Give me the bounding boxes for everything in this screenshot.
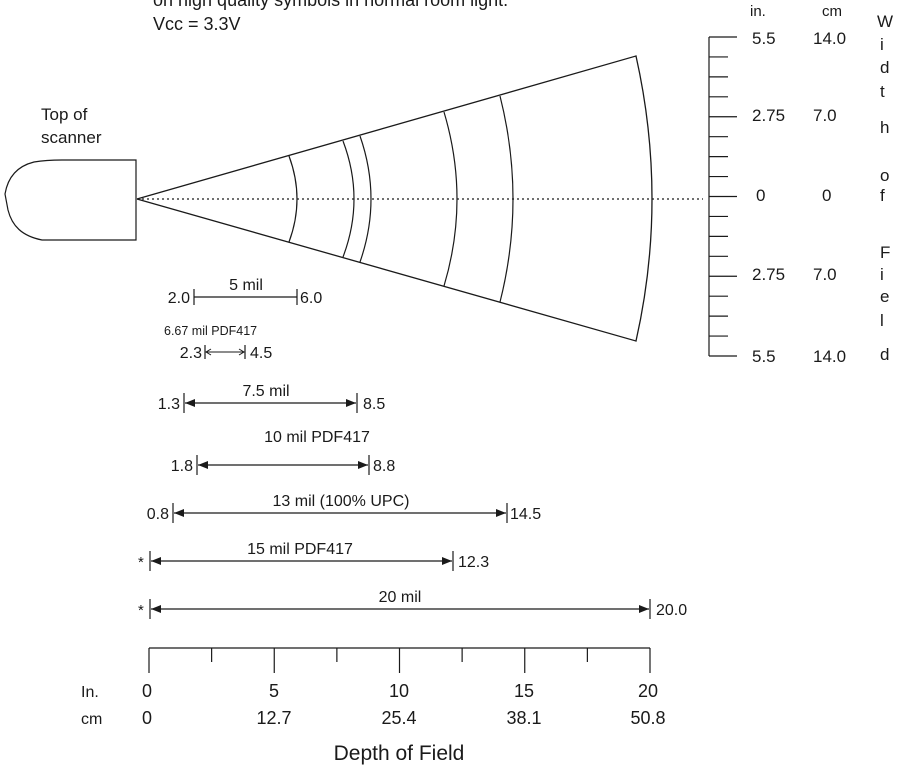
range-near-arrow bbox=[198, 461, 208, 469]
width-label-cm-5: 14.0 bbox=[813, 347, 846, 366]
depth-tick-label-in-20: 20 bbox=[638, 681, 658, 701]
width-unit-in: in. bbox=[750, 3, 766, 20]
scanner-label-line2: scanner bbox=[41, 128, 102, 147]
width-title-letter-14: d bbox=[880, 345, 889, 364]
width-title-letter-11: i bbox=[880, 265, 884, 284]
header-note-line1: on high quality symbols in normal room l… bbox=[153, 0, 508, 10]
range-15-mil-pdf417: 15 mil PDF417 * 12.3 bbox=[138, 541, 489, 571]
range-far-value: 6.0 bbox=[300, 290, 322, 307]
range-near-value: * bbox=[138, 554, 144, 571]
range-far-value: 8.5 bbox=[363, 396, 385, 413]
scanner-label-line1: Top of bbox=[41, 105, 88, 124]
range-near-arrow bbox=[185, 399, 195, 407]
range-near-arrow bbox=[205, 348, 212, 356]
range-label: 20 mil bbox=[379, 589, 422, 606]
range-far-value: 12.3 bbox=[458, 554, 489, 571]
depth-tick-label-cm-20: 50.8 bbox=[630, 708, 665, 728]
scanner-outline bbox=[4, 159, 137, 241]
field-arc-2 bbox=[342, 140, 355, 258]
field-arc-1 bbox=[288, 155, 298, 243]
depth-axis-ticks bbox=[148, 648, 651, 673]
width-title-letter-7: o bbox=[880, 166, 889, 185]
range-near-value: 0.8 bbox=[147, 506, 169, 523]
width-scale-ticks bbox=[709, 36, 737, 357]
range-far-arrow bbox=[358, 461, 368, 469]
width-label-in-2: 2.75 bbox=[752, 106, 785, 125]
width-title-letter-2: i bbox=[880, 35, 884, 54]
range-near-value: 1.3 bbox=[158, 396, 180, 413]
range-label: 10 mil PDF417 bbox=[264, 429, 370, 446]
range-label: 15 mil PDF417 bbox=[247, 541, 353, 558]
range-far-arrow bbox=[442, 557, 452, 565]
depth-axis: In. cm 0 0 5 12.7 10 25.4 15 38.1 20 50.… bbox=[81, 647, 666, 765]
depth-tick-label-in-15: 15 bbox=[514, 681, 534, 701]
range-label: 5 mil bbox=[229, 277, 263, 294]
depth-tick-label-cm-10: 25.4 bbox=[381, 708, 416, 728]
range-6-67-mil-pdf417: 6.67 mil PDF417 2.3 4.5 bbox=[164, 324, 272, 362]
range-label: 13 mil (100% UPC) bbox=[273, 493, 410, 510]
range-13-mil-100-upc: 13 mil (100% UPC) 0.8 14.5 bbox=[147, 493, 541, 523]
range-near-arrow bbox=[151, 557, 161, 565]
width-title-letter-10: F bbox=[880, 243, 890, 262]
field-arc-4 bbox=[443, 111, 458, 287]
width-label-in-4: 2.75 bbox=[752, 265, 785, 284]
width-title-letter-8: f bbox=[880, 186, 885, 205]
depth-row-label-in: In. bbox=[81, 684, 99, 701]
range-far-arrow bbox=[238, 348, 245, 356]
range-near-value: 1.8 bbox=[171, 458, 193, 475]
depth-tick-label-in-10: 10 bbox=[389, 681, 409, 701]
range-far-arrow bbox=[496, 509, 506, 517]
range-near-value: * bbox=[138, 602, 144, 619]
range-far-value: 8.8 bbox=[373, 458, 395, 475]
width-label-in-5: 5.5 bbox=[752, 347, 776, 366]
depth-tick-label-in-0: 0 bbox=[142, 681, 152, 701]
width-label-in-1: 5.5 bbox=[752, 29, 776, 48]
range-near-arrow bbox=[174, 509, 184, 517]
width-title-letter-4: t bbox=[880, 82, 885, 101]
width-title-letter-1: W bbox=[877, 12, 893, 31]
depth-axis-title: Depth of Field bbox=[334, 742, 465, 765]
field-arc-5 bbox=[499, 95, 514, 303]
width-title-letter-13: l bbox=[880, 311, 884, 330]
scan-cone bbox=[136, 55, 653, 342]
range-label: 6.67 mil PDF417 bbox=[164, 324, 257, 338]
range-far-value: 20.0 bbox=[656, 602, 687, 619]
header-note-line2: Vcc = 3.3V bbox=[153, 14, 241, 34]
depth-tick-label-cm-5: 12.7 bbox=[256, 708, 291, 728]
range-near-value: 2.3 bbox=[180, 345, 202, 362]
depth-tick-label-in-5: 5 bbox=[269, 681, 279, 701]
width-title-letter-12: e bbox=[880, 287, 889, 306]
width-label-cm-2: 7.0 bbox=[813, 106, 837, 125]
width-unit-cm: cm bbox=[822, 3, 842, 20]
range-5-mil: 5 mil 2.0 6.0 bbox=[168, 277, 323, 307]
range-near-arrow bbox=[151, 605, 161, 613]
range-far-arrow bbox=[639, 605, 649, 613]
depth-tick-label-cm-15: 38.1 bbox=[506, 708, 541, 728]
range-10-mil-pdf417: 10 mil PDF417 1.8 8.8 bbox=[171, 429, 395, 475]
range-20-mil: 20 mil * 20.0 bbox=[138, 589, 687, 619]
width-label-cm-4: 7.0 bbox=[813, 265, 837, 284]
range-far-value: 4.5 bbox=[250, 345, 272, 362]
depth-tick-label-cm-0: 0 bbox=[142, 708, 152, 728]
range-7-5-mil: 7.5 mil 1.3 8.5 bbox=[158, 383, 385, 413]
width-title-letter-3: d bbox=[880, 58, 889, 77]
range-far-value: 14.5 bbox=[510, 506, 541, 523]
width-label-in-3: 0 bbox=[756, 186, 765, 205]
width-label-cm-1: 14.0 bbox=[813, 29, 846, 48]
width-title-letter-5: h bbox=[880, 118, 889, 137]
range-far-arrow bbox=[346, 399, 356, 407]
range-near-value: 2.0 bbox=[168, 290, 190, 307]
field-arc-3 bbox=[359, 135, 372, 263]
range-label: 7.5 mil bbox=[242, 383, 289, 400]
width-scale: in. cm 5.5 14.0 2.75 7.0 0 0 2.75 7.0 5.… bbox=[708, 3, 893, 366]
width-label-cm-3: 0 bbox=[822, 186, 831, 205]
depth-row-label-cm: cm bbox=[81, 711, 102, 728]
